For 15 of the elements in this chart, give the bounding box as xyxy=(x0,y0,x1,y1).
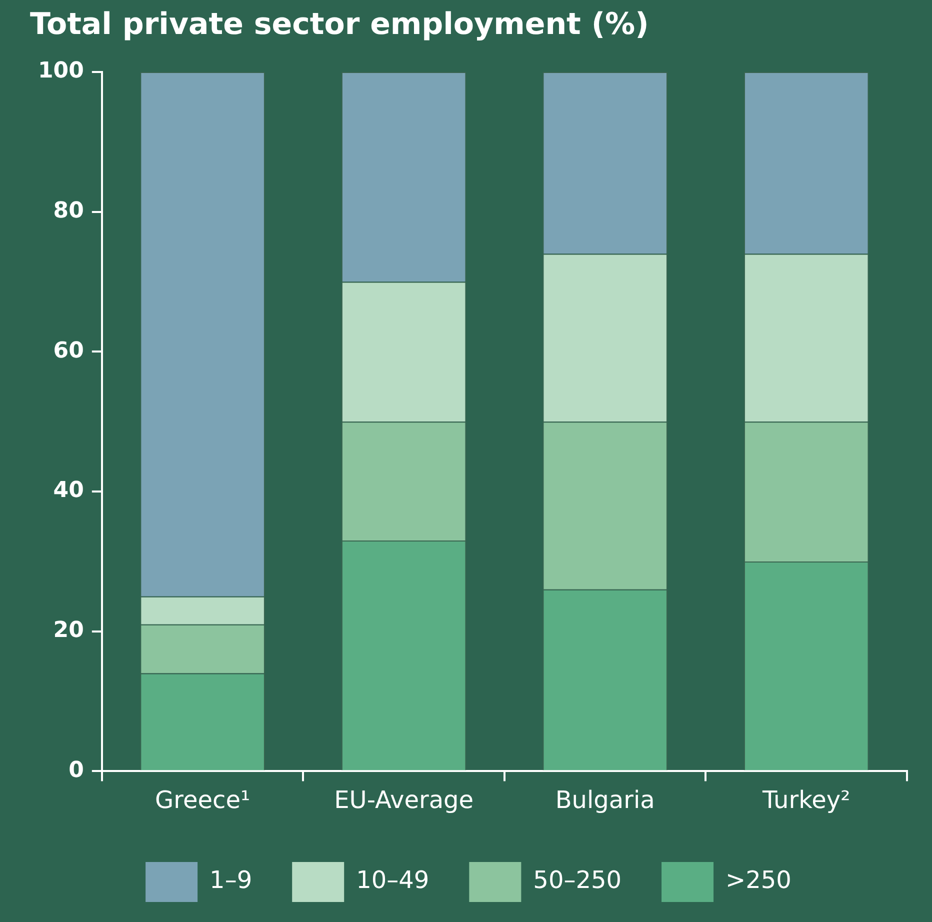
legend-label: >250 xyxy=(726,866,792,894)
y-tick-label: 20 xyxy=(53,618,84,644)
legend-label: 50–250 xyxy=(533,866,622,894)
y-tick-label: 40 xyxy=(53,478,84,504)
legend-label: 1–9 xyxy=(210,866,252,894)
legend-label: 10–49 xyxy=(356,866,430,894)
x-tick-label: Bulgaria xyxy=(555,786,655,814)
y-tick-label: 60 xyxy=(53,338,84,364)
y-tick-label: 100 xyxy=(38,58,84,84)
y-tick-label: 80 xyxy=(53,198,84,224)
chart-title: Total private sector employment (%) xyxy=(30,6,649,42)
x-tick-label: Turkey² xyxy=(762,786,850,814)
y-tick-label: 0 xyxy=(68,758,84,783)
x-tick-label: Greece¹ xyxy=(155,786,250,814)
x-tick-label: EU-Average xyxy=(334,786,474,814)
